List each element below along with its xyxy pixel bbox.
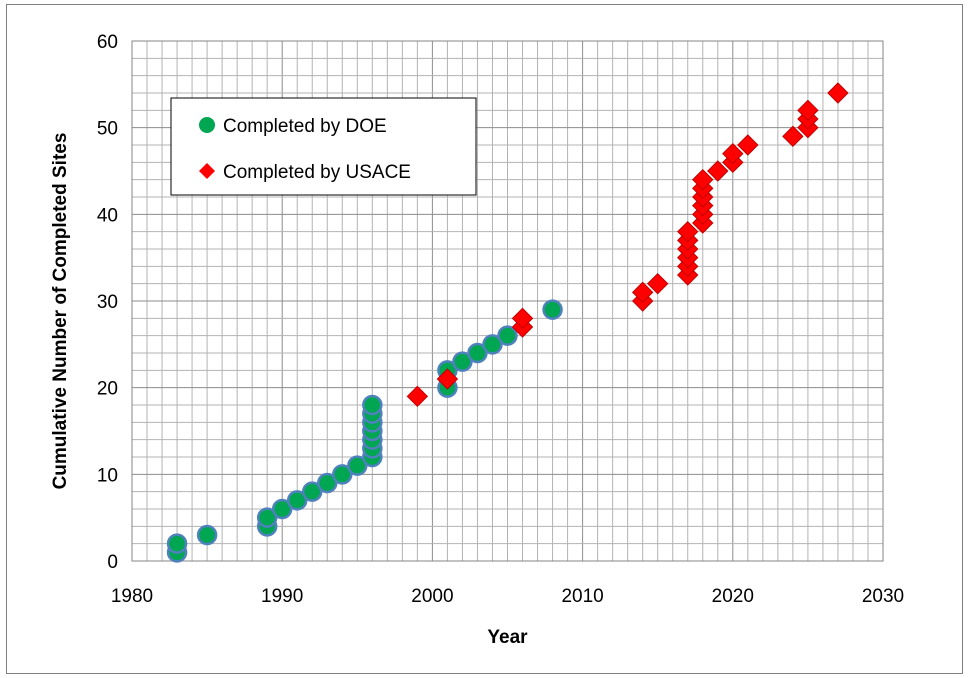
usace-point xyxy=(707,160,729,182)
x-tick-label: 2010 xyxy=(561,586,603,607)
x-tick-label: 1980 xyxy=(111,586,153,607)
usace-point xyxy=(406,385,429,408)
doe-point xyxy=(467,342,488,364)
doe-point xyxy=(166,533,188,554)
usace-point xyxy=(677,220,699,243)
y-tick-label: 0 xyxy=(107,552,118,573)
usace-point xyxy=(511,307,534,330)
y-tick-label: 10 xyxy=(97,465,118,486)
doe-point xyxy=(362,394,383,416)
usace-point xyxy=(782,125,804,148)
x-tick-label: 2020 xyxy=(712,586,754,607)
y-tick-label: 40 xyxy=(97,205,118,226)
y-tick-label: 20 xyxy=(97,379,118,400)
doe-point xyxy=(452,351,473,372)
x-tick-label: 2030 xyxy=(862,586,904,607)
usace-point xyxy=(827,82,849,104)
legend-marker-doe xyxy=(199,117,215,133)
usace-point xyxy=(722,142,744,165)
x-tick-labels: 1980 1990 2000 2010 2020 2030 xyxy=(111,586,904,607)
doe-point xyxy=(497,325,518,346)
doe-point xyxy=(256,507,278,528)
usace-point xyxy=(692,168,714,191)
legend-label-usace: Completed by USACE xyxy=(223,162,411,183)
x-tick-label: 2000 xyxy=(411,586,453,607)
data-points xyxy=(166,82,849,563)
usace-point xyxy=(631,281,654,304)
usace-point xyxy=(646,272,669,295)
usace-point xyxy=(797,99,819,122)
doe-point xyxy=(271,498,293,520)
legend-label-doe: Completed by DOE xyxy=(223,116,387,137)
doe-point xyxy=(332,464,353,485)
doe-point xyxy=(347,455,368,476)
x-tick-label: 1990 xyxy=(261,586,303,607)
usace-point xyxy=(436,368,459,390)
x-axis-title: Year xyxy=(487,627,528,648)
doe-point xyxy=(196,524,218,546)
usace-point xyxy=(737,134,759,156)
doe-point xyxy=(542,299,563,320)
doe-point xyxy=(286,490,308,511)
y-tick-labels: 0 10 20 30 40 50 60 xyxy=(97,32,118,573)
legend-box xyxy=(170,97,477,196)
doe-point xyxy=(317,472,338,494)
y-tick-label: 60 xyxy=(97,32,118,53)
doe-point xyxy=(301,481,323,502)
legend: Completed by DOE Completed by USACE xyxy=(170,97,477,196)
doe-point xyxy=(482,334,503,355)
legend-marker-usace xyxy=(199,163,215,179)
y-tick-label: 50 xyxy=(97,119,118,140)
y-axis-title: Cumulative Number of Completed Sites xyxy=(50,133,71,490)
plot-border xyxy=(131,40,884,562)
y-tick-label: 30 xyxy=(97,292,118,313)
